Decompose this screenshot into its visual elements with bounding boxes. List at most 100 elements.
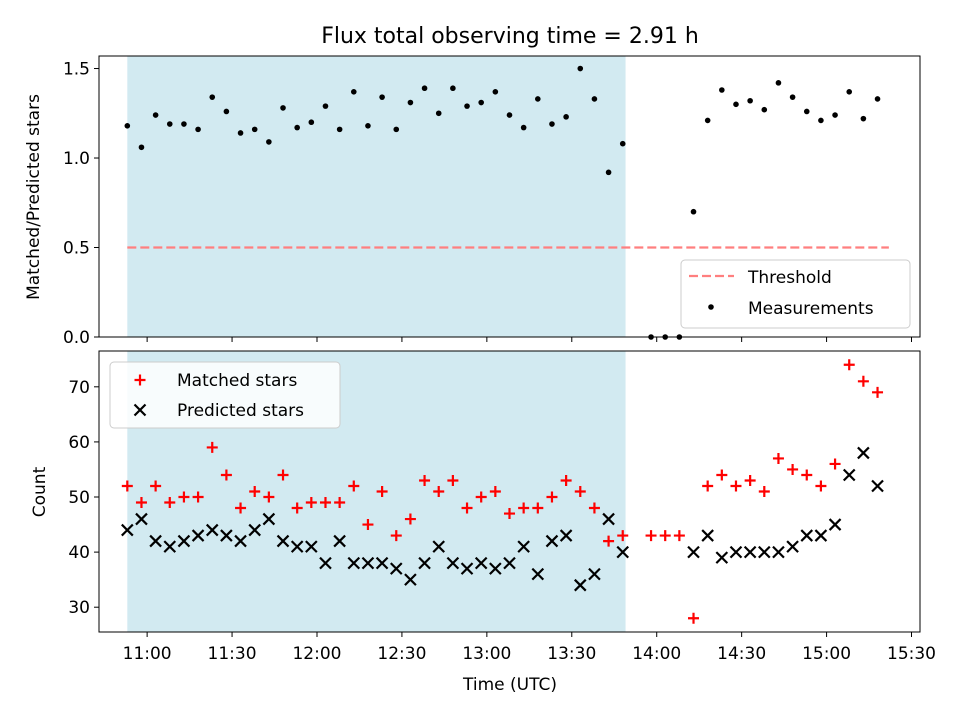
ratio-point-0-13: [308, 119, 315, 126]
legend-measurements-swatch: [708, 304, 714, 310]
count-point-1-9: [248, 523, 261, 537]
count-point-1-16: [347, 556, 361, 570]
count-point-0-33: [588, 502, 600, 514]
count-point-1-12: [290, 540, 304, 553]
count-series-0: [121, 359, 884, 624]
count-point-1-44: [800, 529, 814, 542]
count-point-0-40: [702, 480, 714, 492]
count-panel: 30 40 50 60 70 11:00 11:30 12:00 12:30 13:00 13:30…: [68, 350, 936, 664]
ratio-y-tick-label-3: 1.5: [63, 60, 90, 80]
count-point-1-34: [602, 512, 615, 526]
ratio-point-0-26: [492, 88, 499, 95]
count-point-0-17: [362, 519, 374, 531]
count-point-0-19: [390, 530, 402, 542]
count-point-0-2: [150, 480, 162, 492]
count-point-0-12: [291, 502, 303, 514]
count-point-0-3: [164, 497, 176, 509]
count-point-1-2: [149, 534, 162, 548]
ratio-point-0-34: [605, 169, 612, 176]
count-point-0-13: [305, 497, 317, 509]
count-point-0-20: [404, 513, 416, 525]
count-y-tick-label-1: 40: [68, 543, 90, 563]
count-y-tick-label-3: 60: [68, 433, 90, 453]
count-point-0-25: [475, 491, 487, 503]
ratio-panel: 0.0 0.5 1.0 1.5 Threshold Measurements: [63, 55, 921, 348]
count-point-0-36: [645, 530, 657, 542]
count-series-1: [121, 446, 884, 592]
count-point-0-44: [758, 486, 770, 497]
count-point-0-9: [249, 486, 261, 497]
count-point-1-43: [786, 540, 799, 553]
count-point-0-45: [772, 452, 784, 464]
count-point-1-19: [389, 562, 403, 575]
count-y-tick-label-2: 50: [68, 488, 90, 508]
ratio-point-0-33: [591, 96, 598, 102]
x-tick-label-9: 15:30: [887, 644, 936, 664]
count-point-1-36: [687, 545, 700, 559]
count-point-1-10: [262, 512, 276, 526]
x-tick-label-0: 11:00: [123, 644, 172, 664]
count-point-1-11: [276, 534, 290, 548]
count-point-1-23: [446, 556, 460, 570]
count-point-1-1: [135, 512, 148, 526]
count-point-1-24: [460, 562, 474, 575]
ratio-point-0-21: [421, 85, 428, 92]
ratio-point-0-19: [393, 126, 400, 133]
ratio-point-0-29: [535, 96, 541, 102]
count-point-1-21: [418, 556, 431, 570]
ratio-point-0-43: [747, 97, 753, 104]
count-axes-frame: [98, 350, 921, 633]
ratio-point-0-6: [209, 94, 216, 100]
count-point-0-43: [744, 474, 756, 486]
count-point-1-17: [361, 556, 375, 570]
count-point-1-26: [489, 562, 502, 575]
count-point-0-27: [504, 508, 515, 520]
ratio-axes-frame: [98, 55, 921, 338]
count-point-0-50: [843, 359, 855, 371]
legend-predicted-label: Predicted stars: [177, 401, 304, 421]
ratio-point-0-27: [506, 112, 513, 118]
count-point-1-3: [163, 540, 177, 553]
count-point-0-16: [348, 480, 360, 492]
ratio-point-0-8: [237, 130, 244, 136]
count-y-axis-label: Count: [30, 466, 50, 517]
ratio-point-0-0: [124, 123, 131, 129]
ratio-point-0-31: [563, 114, 569, 120]
ratio-point-0-2: [152, 112, 159, 118]
ratio-point-0-10: [266, 139, 272, 145]
ratio-point-0-49: [832, 112, 838, 118]
count-point-0-14: [319, 497, 331, 509]
count-point-1-27: [503, 556, 516, 570]
ratio-point-0-24: [464, 103, 470, 109]
count-point-0-22: [433, 486, 445, 497]
legend-measurements-label: Measurements: [748, 299, 874, 319]
count-point-1-41: [758, 545, 771, 559]
legend-matched-label: Matched stars: [177, 371, 297, 391]
ratio-point-0-42: [733, 101, 739, 108]
count-point-1-48: [857, 446, 870, 460]
count-point-1-35: [616, 545, 630, 559]
ratio-point-0-1: [138, 144, 145, 151]
count-y-tick-label-4: 70: [68, 378, 90, 398]
count-point-1-45: [814, 529, 828, 542]
ratio-point-0-16: [350, 88, 357, 95]
count-point-1-47: [842, 468, 856, 482]
count-point-0-18: [376, 486, 388, 497]
count-point-0-5: [192, 491, 204, 503]
x-tick-label-3: 12:30: [377, 644, 426, 664]
count-point-0-15: [334, 497, 346, 509]
count-point-1-31: [559, 529, 573, 542]
count-point-1-13: [305, 540, 318, 553]
x-tick-label-6: 14:00: [632, 644, 681, 664]
ratio-point-0-5: [195, 126, 201, 133]
count-point-1-39: [729, 545, 743, 559]
count-point-1-46: [828, 518, 842, 531]
count-point-1-28: [517, 540, 530, 553]
count-point-0-47: [801, 469, 813, 481]
count-point-1-42: [772, 545, 785, 559]
count-point-1-29: [531, 567, 545, 581]
count-point-0-24: [461, 502, 473, 514]
count-point-1-7: [220, 529, 233, 542]
count-point-0-51: [857, 375, 869, 387]
